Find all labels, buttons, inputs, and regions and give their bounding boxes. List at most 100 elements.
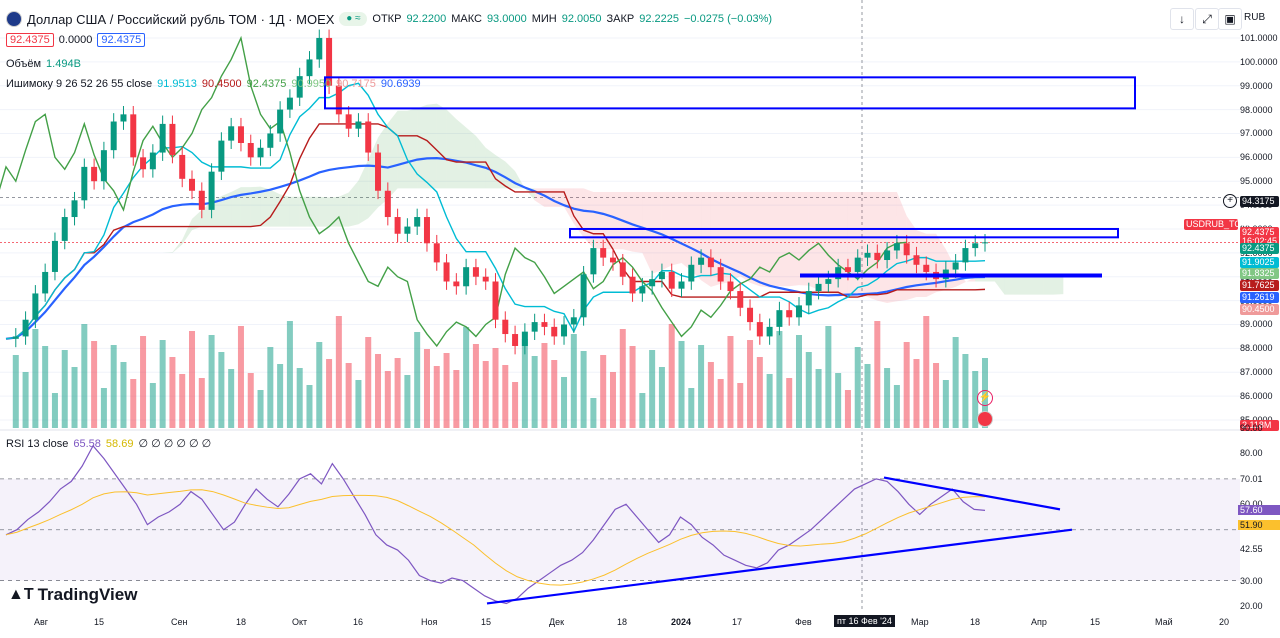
price-axis-label: 89.0000 — [1240, 319, 1273, 330]
price-chart[interactable] — [0, 0, 1240, 612]
time-axis-label: Сен — [171, 617, 188, 627]
price-axis-label: 100.0000 — [1240, 56, 1278, 67]
market-status-icon[interactable]: ● ≈ — [339, 12, 368, 26]
candle-body — [365, 121, 372, 153]
range-rectangle — [569, 227, 1119, 239]
candle-body — [825, 279, 832, 284]
cloud-segment — [573, 188, 584, 238]
time-axis-label: Окт — [292, 617, 308, 627]
volume-bar — [668, 324, 675, 428]
resistance-rectangle — [324, 76, 1136, 110]
volume-bar — [306, 385, 313, 428]
currency-label[interactable]: RUB — [1244, 12, 1266, 23]
time-axis-label: 18 — [617, 617, 628, 627]
candle-body — [394, 217, 401, 234]
price-tag: 94.3175 — [1240, 196, 1279, 207]
cloud-segment — [1004, 273, 1015, 295]
open-label: ОТКР — [372, 13, 402, 25]
candle-body — [629, 276, 636, 294]
rsi-extra-values: ∅ ∅ ∅ ∅ ∅ ∅ — [138, 438, 212, 450]
volume-bar — [923, 316, 930, 428]
candle-body — [982, 242, 988, 244]
volume-bar — [130, 379, 137, 428]
plus-icon[interactable]: + — [1223, 194, 1237, 208]
price-axis-label: 95.0000 — [1240, 176, 1273, 187]
volume-bar — [629, 346, 636, 428]
volume-bar — [609, 372, 616, 428]
cloud-segment — [231, 187, 241, 227]
symbol-legend: Доллар США / Российский рубль ТОМ · 1Д ·… — [6, 11, 772, 27]
volume-label: Объём — [6, 58, 42, 70]
event-flag-icon[interactable] — [977, 411, 993, 427]
ask-price[interactable]: 92.4375 — [97, 33, 146, 47]
kijun-line — [5, 123, 986, 340]
rsi-support-trendline — [486, 528, 1073, 605]
cloud-segment — [456, 119, 467, 189]
volume-bar — [561, 377, 568, 428]
arrow-down-icon[interactable]: ↓ — [1170, 8, 1194, 30]
cloud-segment — [436, 103, 447, 189]
cloud-segment — [387, 110, 398, 200]
candle-body — [923, 264, 930, 272]
time-axis-label: Фев — [795, 617, 812, 627]
volume-bar — [649, 350, 656, 428]
volume-bar — [81, 324, 88, 428]
volume-bar — [296, 368, 303, 428]
volume-bar — [375, 354, 382, 428]
cloud-segment — [348, 180, 359, 227]
price-axis-label: 86.0000 — [1240, 391, 1273, 402]
rsi-legend[interactable]: RSI 13 close 65.58 58.69 ∅ ∅ ∅ ∅ ∅ ∅ — [6, 437, 212, 451]
candle-body — [159, 123, 166, 153]
volume-bar — [22, 372, 29, 428]
candle-body — [91, 166, 98, 182]
volume-bar — [795, 335, 802, 428]
indicator-lines — [0, 35, 986, 348]
cloud-segment — [221, 191, 232, 227]
candle-body — [169, 123, 176, 155]
cloud-segment — [779, 191, 790, 287]
candle-body — [443, 262, 450, 282]
volume-bar — [159, 340, 166, 428]
chikou-line — [0, 35, 907, 348]
branding[interactable]: ▲T TradingView — [8, 585, 137, 605]
volume-bar — [472, 344, 479, 428]
candle-body — [521, 331, 528, 346]
rsi-label: RSI 13 close — [6, 437, 69, 450]
candle-body — [326, 37, 333, 86]
ichimoku-chikou: 92.4375 — [246, 78, 287, 90]
maximize-icon[interactable]: ⤢ — [1195, 8, 1219, 30]
volume-bar — [727, 336, 734, 428]
time-axis-label: 16 — [353, 617, 364, 627]
symbol-title[interactable]: Доллар США / Российский рубль ТОМ · 1Д ·… — [27, 11, 335, 27]
volume-bar — [365, 337, 372, 428]
ichimoku-span-a: 90.9950 — [291, 78, 332, 90]
volume-value: 1.494B — [46, 58, 81, 70]
volume-bar — [747, 340, 754, 428]
time-axis-label: 2024 — [671, 617, 692, 627]
camera-icon[interactable]: ▣ — [1218, 8, 1242, 30]
cloud-segment — [593, 191, 604, 250]
rsi-axis-label: 20.00 — [1240, 601, 1263, 611]
volume-bar — [521, 339, 528, 428]
price-axis-label: 88.0000 — [1240, 343, 1273, 354]
volume-bar — [502, 365, 509, 428]
candle-body — [81, 166, 88, 201]
cloud-segment — [123, 289, 134, 306]
candle-body — [600, 248, 607, 258]
candle-body — [100, 150, 107, 182]
bid-price[interactable]: 92.4375 — [6, 33, 54, 47]
volume-bar — [110, 345, 117, 428]
volume-bar — [678, 341, 685, 428]
candle-body — [580, 274, 587, 318]
volume-bar — [942, 380, 949, 428]
volume-bar — [717, 379, 724, 428]
volume-bar — [972, 371, 979, 428]
volume-legend[interactable]: Объём 1.494B — [6, 58, 81, 70]
cloud-segment — [250, 186, 261, 227]
cloud-segment — [759, 191, 770, 288]
flash-icon[interactable]: ⚡ — [977, 390, 993, 406]
candle-body — [893, 243, 900, 251]
candle-body — [51, 240, 58, 272]
ichimoku-legend[interactable]: Ишимоку 9 26 52 26 55 close 91.9513 90.4… — [6, 78, 421, 90]
cloud-segment — [407, 108, 418, 189]
